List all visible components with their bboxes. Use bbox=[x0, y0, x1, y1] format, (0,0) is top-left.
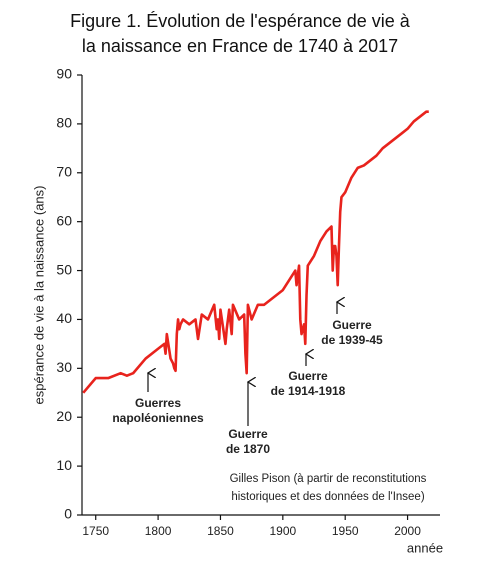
y-tick-label: 60 bbox=[56, 212, 72, 228]
data-line bbox=[82, 110, 429, 394]
y-tick-label: 70 bbox=[56, 163, 72, 179]
x-tick-label: 1750 bbox=[82, 524, 109, 538]
x-tick-label: 1850 bbox=[207, 524, 234, 538]
annotation: de 1870 bbox=[226, 442, 270, 456]
annotation: Guerre bbox=[228, 427, 268, 441]
source-note: Gilles Pison (à partir de reconstitution… bbox=[230, 473, 427, 485]
y-tick-label: 90 bbox=[56, 66, 72, 82]
y-tick-label: 50 bbox=[56, 261, 72, 277]
x-tick-label: 1950 bbox=[332, 524, 359, 538]
annotation: napoléoniennes bbox=[112, 411, 204, 425]
y-tick-label: 40 bbox=[56, 310, 72, 326]
chart-title: la naissance en France de 1740 à 2017 bbox=[82, 36, 398, 56]
annotation: de 1914-1918 bbox=[271, 384, 346, 398]
chart-title: Figure 1. Évolution de l'espérance de vi… bbox=[70, 11, 411, 31]
x-tick-label: 2000 bbox=[394, 524, 421, 538]
annotation: Guerre bbox=[332, 318, 372, 332]
source-note: historiques et des données de l'Insee) bbox=[231, 491, 425, 503]
y-tick-label: 10 bbox=[56, 457, 72, 473]
annotation: Guerres bbox=[135, 396, 181, 410]
y-tick-label: 20 bbox=[56, 408, 72, 424]
x-tick-label: 1800 bbox=[145, 524, 172, 538]
y-tick-label: 80 bbox=[56, 115, 72, 131]
y-axis-label: espérance de vie à la naissance (ans) bbox=[31, 186, 46, 405]
y-tick-label: 30 bbox=[56, 359, 72, 375]
annotation: Guerre bbox=[288, 369, 328, 383]
x-tick-label: 1900 bbox=[269, 524, 296, 538]
y-tick-label: 0 bbox=[64, 506, 72, 522]
annotation: de 1939-45 bbox=[321, 333, 383, 347]
x-axis-label: année bbox=[407, 540, 443, 555]
